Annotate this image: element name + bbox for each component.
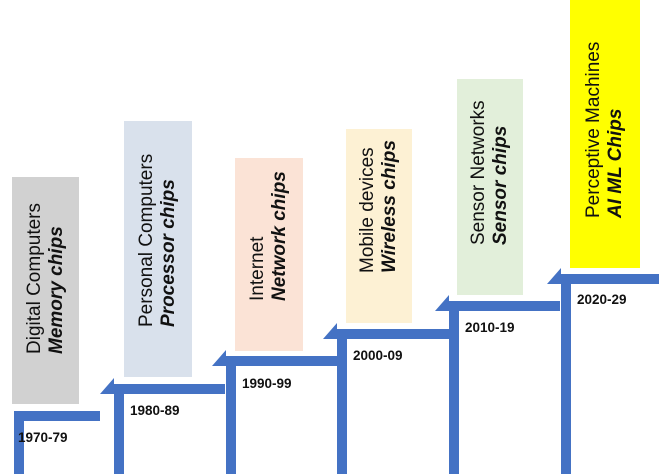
period-label-2020s: 2020-29 [577,292,627,307]
stair-riser [114,384,124,474]
step-label-1990s: Internet Network chips [247,171,291,301]
stair-riser [337,329,347,474]
step-label-2000s: Mobile devices Wireless chips [357,140,401,273]
step-label-2020s: Perceptive Machines AI ML Chips [583,42,627,218]
step-title: Perceptive Machines [583,41,604,218]
step-chip: Sensor chips [490,125,511,245]
stair-riser [226,356,236,474]
stair-riser [449,301,459,474]
stair-riser [561,274,571,474]
stair-notch [212,350,226,366]
step-box-2010s: Sensor Networks Sensor chips [457,79,523,295]
stair-notch [547,268,561,284]
step-box-2020s: Perceptive Machines AI ML Chips [570,0,640,268]
stair-tread [561,274,659,284]
period-label-1980s: 1980-89 [130,403,180,418]
stair-tread [226,356,337,366]
period-label-1970s: 1970-79 [18,430,68,445]
stair-notch [323,323,337,339]
step-chip: Memory chips [45,226,67,354]
stair-notch [100,378,114,394]
step-box-2000s: Mobile devices Wireless chips [346,129,412,323]
step-chip: Processor chips [158,179,179,327]
step-box-1980s: Personal Computers Processor chips [124,121,192,377]
period-label-2010s: 2010-19 [465,320,515,335]
step-title: Sensor Networks [468,100,489,245]
step-title: Digital Computers [23,203,45,354]
step-chip: Wireless chips [379,140,400,273]
step-title: Personal Computers [136,153,157,327]
step-label-1980s: Personal Computers Processor chips [136,154,180,327]
stair-tread [14,411,100,421]
stair-tread [114,384,225,394]
step-chip: Network chips [269,171,290,301]
step-label-1970s: Digital Computers Memory chips [24,203,68,354]
step-label-2010s: Sensor Networks Sensor chips [468,100,512,245]
step-box-1990s: Internet Network chips [235,158,303,351]
stair-tread [337,329,449,339]
step-chip: AI ML Chips [605,108,626,218]
step-box-1970s: Digital Computers Memory chips [12,177,79,404]
stair-notch [435,295,449,311]
stair-riser [14,411,24,474]
step-title: Mobile devices [357,147,378,273]
step-title: Internet [247,236,268,301]
stair-tread [449,301,560,311]
period-label-1990s: 1990-99 [242,376,292,391]
period-label-2000s: 2000-09 [353,348,403,363]
